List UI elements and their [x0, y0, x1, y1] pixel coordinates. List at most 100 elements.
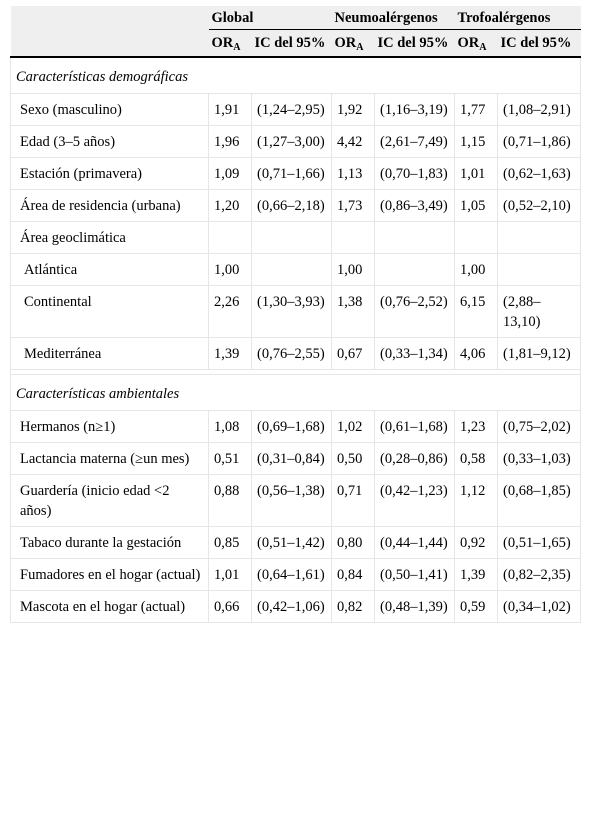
ci-value: (0,75–2,02)	[496, 410, 582, 443]
ci-value: (0,51–1,42)	[251, 526, 332, 559]
or-value: 1,92	[331, 93, 375, 126]
ci-value: (0,71–1,66)	[251, 157, 332, 190]
row-label: Tabaco durante la gestación	[10, 526, 209, 559]
or-value: 2,26	[208, 285, 252, 338]
row-label: Mascota en el hogar (actual)	[10, 590, 209, 623]
or-value	[454, 221, 498, 254]
section-title: Características demográficas	[9, 56, 582, 94]
or-value: 1,05	[454, 189, 498, 222]
ci-value: (0,70–1,83)	[374, 157, 455, 190]
row-label: Continental	[10, 285, 209, 338]
ci-value: (0,28–0,86)	[374, 442, 455, 475]
ci-value: (0,42–1,06)	[251, 590, 332, 623]
or-value: 0,80	[331, 526, 375, 559]
or-value: 0,59	[454, 590, 498, 623]
row-label: Área geoclimática	[10, 221, 209, 254]
ci-value: (2,88–13,10)	[496, 285, 582, 338]
or-value: 1,08	[208, 410, 252, 443]
ci-value: (1,08–2,91)	[496, 93, 582, 126]
ci-value: (0,61–1,68)	[374, 410, 455, 443]
table-row: Guardería (inicio edad <2 años) 0,88 (0,56…	[10, 474, 582, 527]
ci-value: (1,30–3,93)	[251, 285, 332, 338]
ci-value: (0,52–2,10)	[496, 189, 582, 222]
or-value: 1,23	[454, 410, 498, 443]
or-value: 0,92	[454, 526, 498, 559]
or-value: 1,00	[208, 253, 252, 286]
table-row: Área de residencia (urbana) 1,20 (0,66–2,1…	[10, 189, 582, 222]
or-value: 0,51	[208, 442, 252, 475]
section-header-row: Características ambientales	[9, 374, 582, 411]
row-label: Área de residencia (urbana)	[10, 189, 209, 222]
ci-value: (0,31–0,84)	[251, 442, 332, 475]
or-value: 0,58	[454, 442, 498, 475]
or-value: 4,06	[454, 337, 498, 370]
or-value: 1,09	[208, 157, 252, 190]
or-value: 1,02	[331, 410, 375, 443]
ci-value: (0,82–2,35)	[496, 558, 582, 591]
section-header-row: Características demográficas	[9, 56, 582, 94]
or-value: 1,39	[454, 558, 498, 591]
table-header: Global Neumoalérgenos Trofoalérgenos ORA…	[10, 6, 581, 58]
ci-value: (0,56–1,38)	[251, 474, 332, 527]
section-title: Características ambientales	[9, 374, 582, 411]
or-value: 0,66	[208, 590, 252, 623]
table-row: Mediterránea 1,39 (0,76–2,55) 0,67 (0,33–1,3…	[10, 337, 582, 370]
group-header-global: Global	[208, 6, 332, 30]
ci-value: (0,44–1,44)	[374, 526, 455, 559]
or-value: 1,39	[208, 337, 252, 370]
ci-value: (1,27–3,00)	[251, 125, 332, 158]
or-value: 1,00	[331, 253, 375, 286]
table-row: Sexo (masculino) 1,91 (1,24–2,95) 1,92 (1,16…	[10, 93, 582, 126]
table-row: Mascota en el hogar (actual) 0,66 (0,42–1,…	[10, 590, 582, 623]
row-label: Lactancia materna (≥un mes)	[10, 442, 209, 475]
or-value: 1,00	[454, 253, 498, 286]
ci-value: (0,34–1,02)	[496, 590, 582, 623]
or-value: 1,12	[454, 474, 498, 527]
ci-value: (0,64–1,61)	[251, 558, 332, 591]
or-value: 1,38	[331, 285, 375, 338]
table-row: Edad (3–5 años) 1,96 (1,27–3,00) 4,42 (2,61–…	[10, 125, 582, 158]
or-value	[331, 221, 375, 254]
group-header-neumoalergenos: Neumoalérgenos	[331, 6, 455, 30]
ci-value: (1,24–2,95)	[251, 93, 332, 126]
or-value: 1,15	[454, 125, 498, 158]
row-label: Guardería (inicio edad <2 años)	[10, 474, 209, 527]
results-table: Global Neumoalérgenos Trofoalérgenos ORA…	[9, 6, 582, 623]
or-value: 0,82	[331, 590, 375, 623]
or-value: 1,01	[208, 558, 252, 591]
ci-value: (0,68–1,85)	[496, 474, 582, 527]
or-value: 0,85	[208, 526, 252, 559]
or-value: 6,15	[454, 285, 498, 338]
ci-value: (0,48–1,39)	[374, 590, 455, 623]
table-body: Características demográficas Sexo (mascul…	[9, 56, 582, 623]
row-label: Fumadores en el hogar (actual)	[10, 558, 209, 591]
ci-header: IC del 95%	[251, 29, 332, 58]
ci-value: (1,81–9,12)	[496, 337, 582, 370]
or-value: 1,96	[208, 125, 252, 158]
group-header-trofoalergenos: Trofoalérgenos	[454, 6, 581, 30]
row-label: Mediterránea	[10, 337, 209, 370]
ci-value	[374, 221, 455, 254]
table-row: Lactancia materna (≥un mes) 0,51 (0,31–0,8…	[10, 442, 582, 475]
ci-value	[251, 253, 332, 286]
ci-value	[374, 253, 455, 286]
ci-value: (2,61–7,49)	[374, 125, 455, 158]
ci-value	[496, 221, 582, 254]
ci-header: IC del 95%	[374, 29, 455, 58]
header-corner-bottom	[10, 29, 209, 58]
or-value: 4,42	[331, 125, 375, 158]
ci-value: (0,71–1,86)	[496, 125, 582, 158]
ci-value	[496, 253, 582, 286]
or-value: 1,73	[331, 189, 375, 222]
or-value: 1,20	[208, 189, 252, 222]
or-value: 1,13	[331, 157, 375, 190]
ci-value: (0,62–1,63)	[496, 157, 582, 190]
ci-value: (0,42–1,23)	[374, 474, 455, 527]
row-label: Atlántica	[10, 253, 209, 286]
row-label: Estación (primavera)	[10, 157, 209, 190]
ci-value: (0,76–2,55)	[251, 337, 332, 370]
or-header: ORA	[454, 29, 498, 58]
table-row: Hermanos (n≥1) 1,08 (0,69–1,68) 1,02 (0,61–1…	[10, 410, 582, 443]
table-row: Atlántica 1,00 1,00 1,00	[10, 253, 582, 286]
row-label: Edad (3–5 años)	[10, 125, 209, 158]
